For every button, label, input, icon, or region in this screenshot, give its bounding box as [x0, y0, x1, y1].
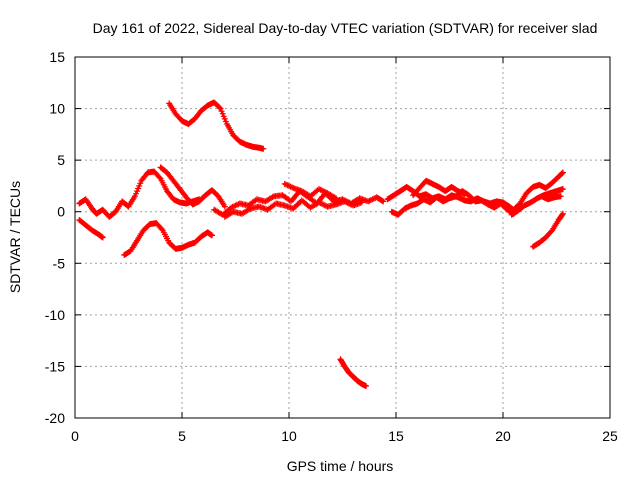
series-track-e: [166, 99, 267, 152]
x-tick-label: 10: [281, 428, 297, 444]
x-axis-label: GPS time / hours: [287, 458, 394, 474]
series-track-n: [508, 186, 566, 218]
data-point-markers: [410, 177, 468, 199]
data-point-markers: [510, 169, 566, 213]
x-tick-label: 20: [495, 428, 511, 444]
data-point-markers: [508, 186, 566, 218]
x-tick-label: 5: [178, 428, 186, 444]
series-track-o: [530, 210, 566, 250]
series-track-a: [76, 168, 203, 220]
y-tick-label: 10: [49, 101, 65, 117]
series-track-b: [76, 217, 106, 241]
data-point-markers: [166, 99, 267, 152]
y-tick-label: 5: [57, 152, 65, 168]
data-point-markers: [221, 197, 365, 220]
data-series: [76, 99, 566, 389]
series-track-c: [121, 220, 215, 258]
series-track-l: [410, 177, 468, 199]
y-tick-label: 0: [57, 204, 65, 220]
y-tick-label: -5: [53, 255, 66, 271]
axis-ticks: 0 5 10 15 20 25 -20 -15 -10 -5 0 5 10 15: [45, 49, 618, 444]
y-axis-label: SDTVAR / TECUs: [7, 181, 23, 293]
data-point-markers: [388, 188, 517, 218]
data-point-markers: [121, 220, 215, 258]
series-line: [167, 101, 265, 151]
y-tick-label: -15: [45, 358, 65, 374]
data-point-markers: [337, 356, 369, 389]
data-point-markers: [281, 180, 340, 202]
x-tick-label: 0: [71, 428, 79, 444]
series-track-h: [281, 180, 340, 202]
chart-title: Day 161 of 2022, Sidereal Day-to-day VTE…: [93, 20, 598, 36]
series-track-p: [538, 193, 564, 203]
x-tick-label: 25: [602, 428, 618, 444]
y-tick-label: 15: [49, 49, 65, 65]
data-point-markers: [538, 193, 564, 203]
data-point-markers: [530, 210, 566, 250]
grid-lines: [75, 57, 610, 418]
y-tick-label: -10: [45, 307, 65, 323]
series-track-k: [388, 188, 517, 218]
series-track-i: [337, 356, 369, 389]
series-track-g: [221, 197, 365, 220]
data-point-markers: [76, 168, 203, 220]
data-point-markers: [76, 217, 106, 241]
data-point-markers: [157, 164, 228, 210]
series-track-m: [510, 169, 566, 213]
y-tick-label: -20: [45, 410, 65, 426]
plot-frame: [74, 56, 611, 419]
series-track-d: [157, 164, 228, 210]
x-tick-label: 15: [388, 428, 404, 444]
